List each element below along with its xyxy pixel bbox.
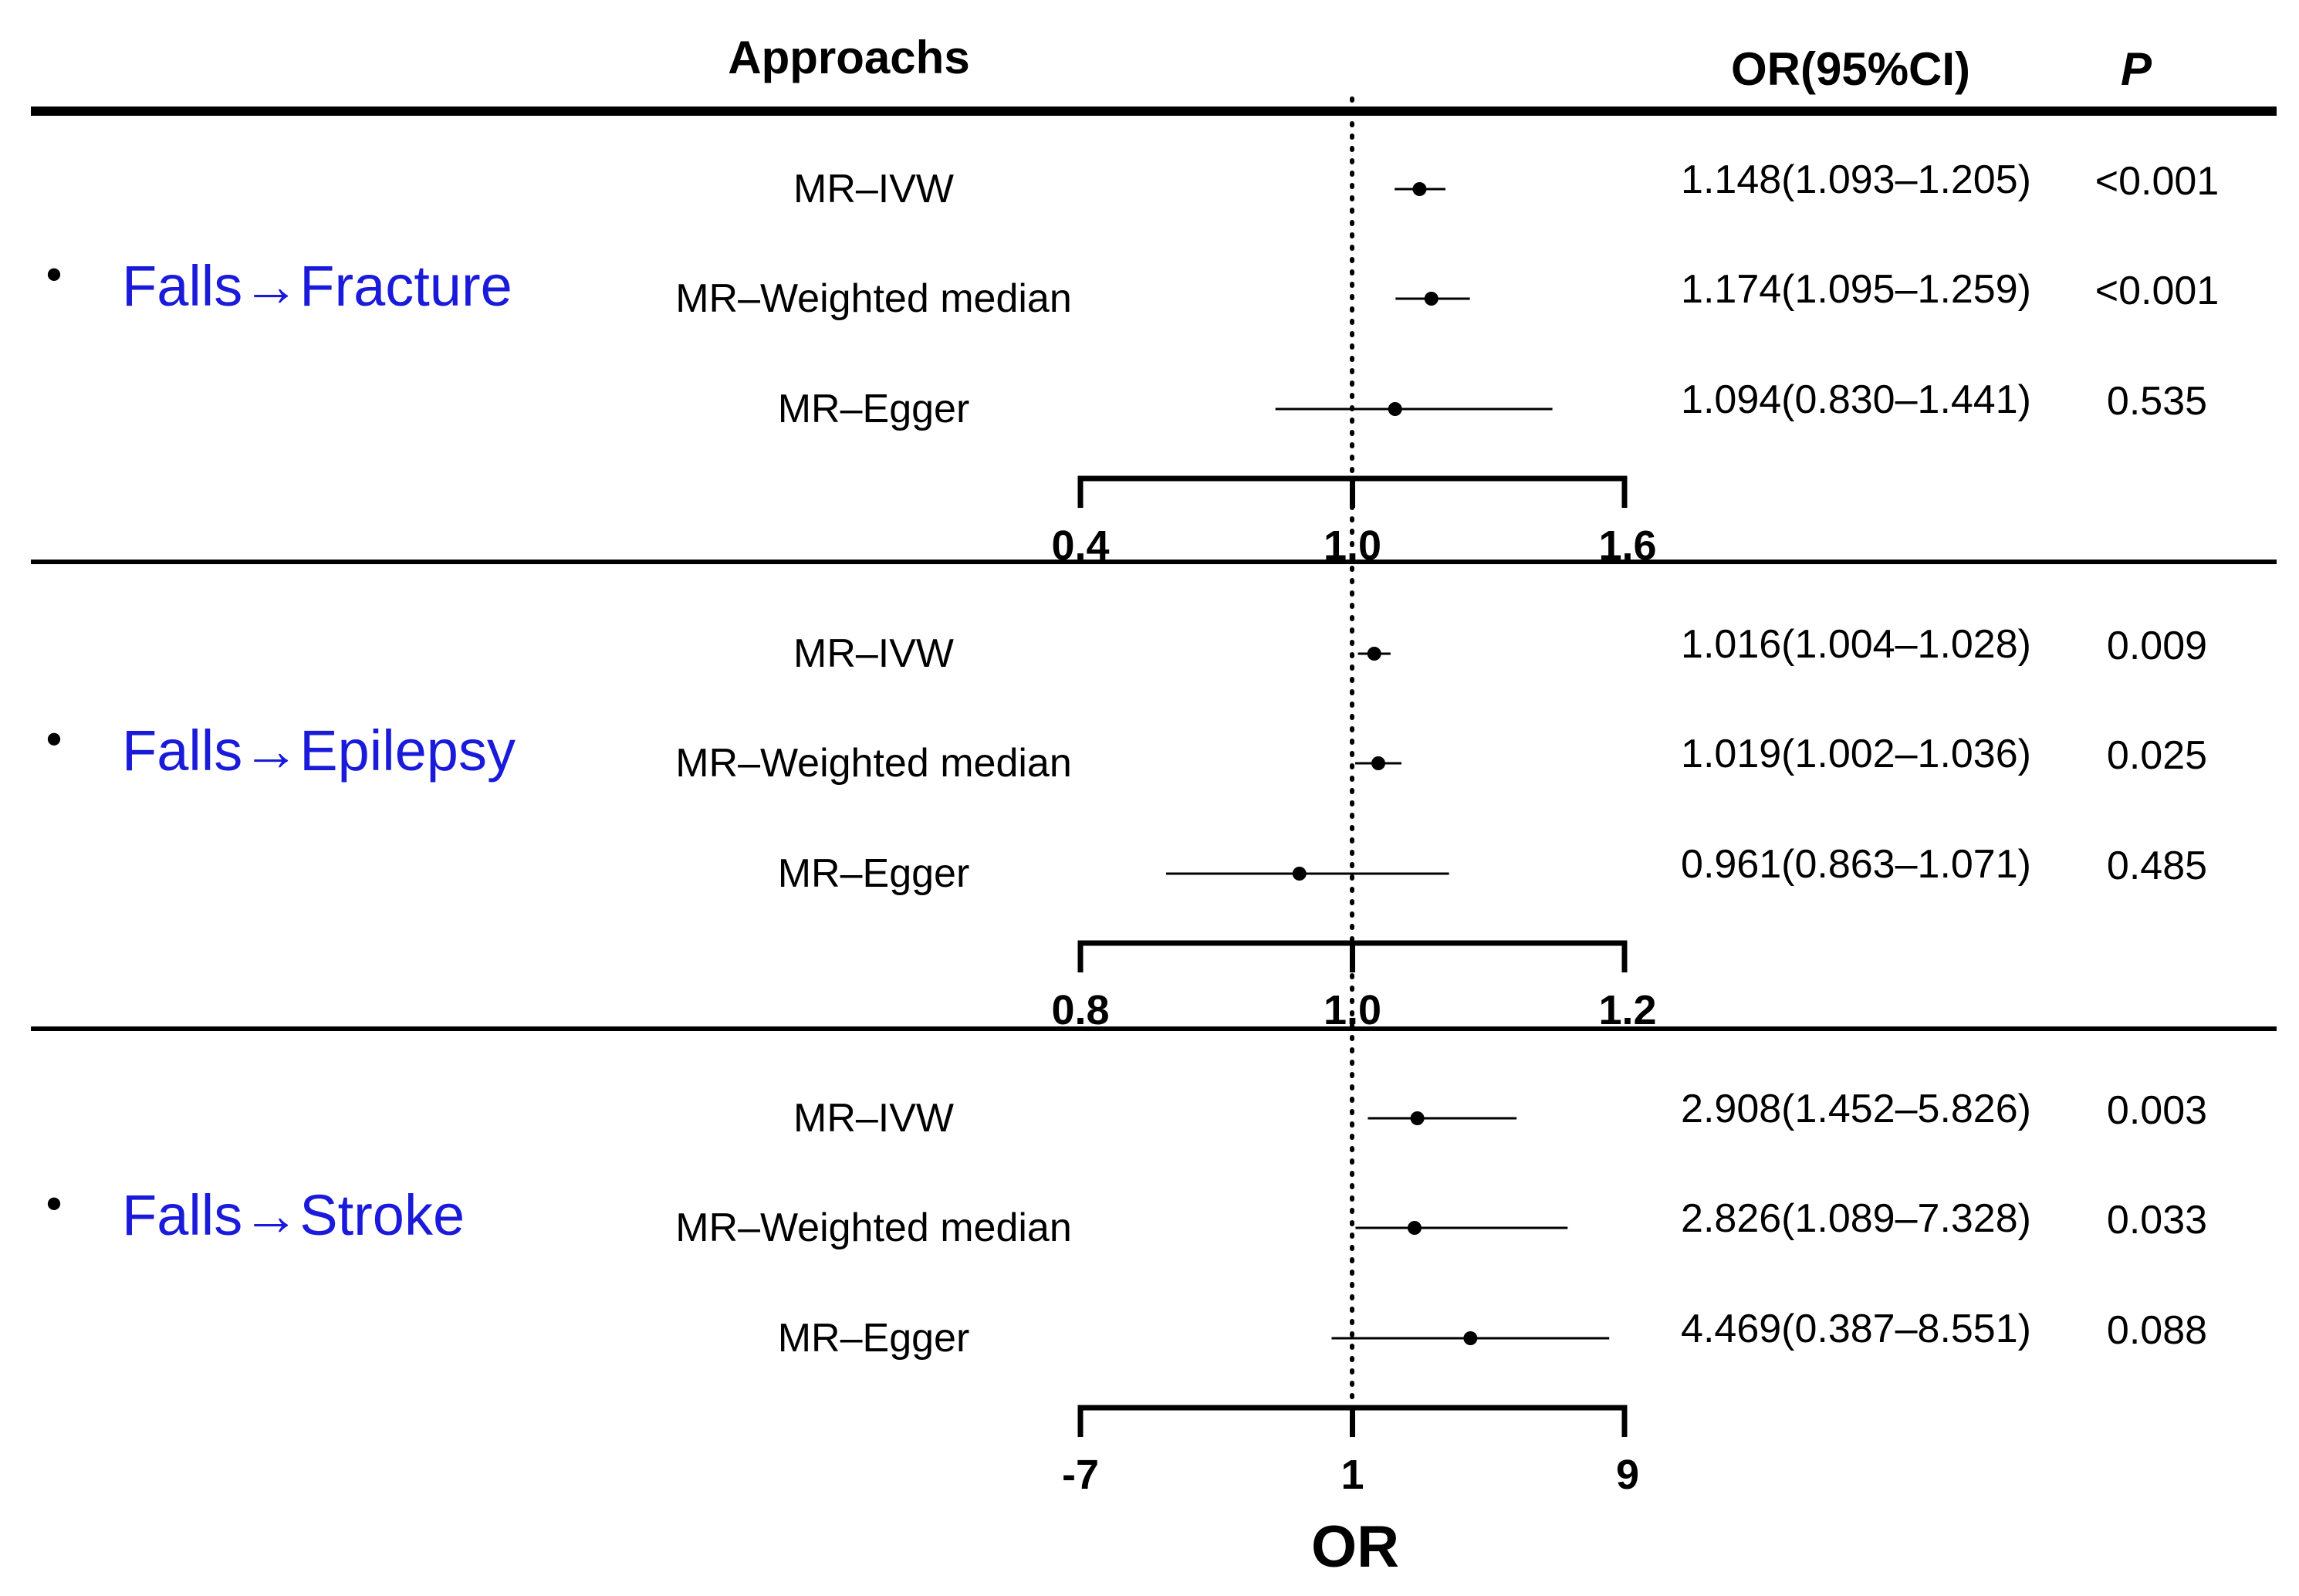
point-estimate — [1463, 1331, 1478, 1345]
method-label: MR–IVW — [793, 1096, 954, 1141]
tick-label: 1.0 — [1324, 987, 1381, 1033]
header-p: P — [2121, 43, 2152, 95]
p-value: 0.088 — [2107, 1308, 2207, 1353]
method-label: MR–Egger — [778, 387, 970, 431]
or-ci-value: 1.094(0.830–1.441) — [1681, 377, 2031, 422]
bullet: • — [46, 1178, 62, 1229]
group-label: Falls→Epilepsy — [122, 719, 516, 783]
tick-label: 9 — [1616, 1452, 1639, 1498]
point-estimate — [1388, 402, 1402, 416]
point-estimate — [1412, 182, 1427, 196]
bullet: • — [46, 713, 62, 765]
or-ci-value: 2.826(1.089–7.328) — [1681, 1196, 2031, 1241]
method-label: MR–Weighted median — [675, 741, 1072, 786]
group-1: • Falls→Fracture MR–IVW 1.148(1.093–1.205) <… — [46, 157, 2219, 569]
tick-label: 1.6 — [1598, 522, 1656, 569]
method-label: MR–IVW — [793, 631, 954, 676]
group-label: Falls→Fracture — [122, 254, 512, 318]
method-label: MR–Egger — [778, 1316, 970, 1361]
point-estimate — [1371, 756, 1385, 770]
method-label: MR–Weighted median — [675, 276, 1072, 321]
method-label: MR–IVW — [793, 167, 954, 211]
method-label: MR–Weighted median — [675, 1205, 1072, 1250]
or-ci-value: 0.961(0.863–1.071) — [1681, 842, 2031, 887]
p-value: 0.009 — [2107, 624, 2207, 668]
tick-label: 1.2 — [1598, 987, 1656, 1033]
p-value: 0.025 — [2107, 733, 2207, 778]
tick-label: 1 — [1341, 1452, 1364, 1498]
point-estimate — [1407, 1221, 1422, 1235]
header-or-ci: OR(95%CI) — [1731, 43, 1970, 95]
or-ci-value: 1.174(1.095–1.259) — [1681, 267, 2031, 312]
p-value: 0.535 — [2107, 379, 2207, 424]
x-axis-label: OR — [1311, 1514, 1399, 1580]
or-ci-value: 4.469(0.387–8.551) — [1681, 1307, 2031, 1351]
group-3: • Falls→Stroke MR–IVW 2.908(1.452–5.826) 0.0… — [46, 1087, 2207, 1498]
point-estimate — [1367, 647, 1381, 661]
or-ci-value: 1.019(1.002–1.036) — [1681, 732, 2031, 776]
header-approaches: Approachs — [728, 32, 969, 83]
p-value: 0.485 — [2107, 844, 2207, 888]
group-2: • Falls→Epilepsy MR–IVW 1.016(1.004–1.028) 0… — [46, 622, 2207, 1033]
or-ci-value: 2.908(1.452–5.826) — [1681, 1087, 2031, 1131]
p-value: <0.001 — [2095, 159, 2220, 204]
or-ci-value: 1.016(1.004–1.028) — [1681, 622, 2031, 667]
bullet: • — [46, 249, 62, 300]
or-ci-value: 1.148(1.093–1.205) — [1681, 157, 2031, 202]
point-estimate — [1292, 867, 1307, 881]
method-label: MR–Egger — [778, 851, 970, 896]
tick-label: -7 — [1062, 1452, 1099, 1498]
tick-label: 0.4 — [1051, 522, 1109, 569]
p-value: 0.003 — [2107, 1088, 2207, 1133]
group-label: Falls→Stroke — [122, 1183, 465, 1247]
point-estimate — [1424, 292, 1439, 306]
tick-label: 0.8 — [1051, 987, 1109, 1033]
p-value: <0.001 — [2095, 269, 2220, 313]
point-estimate — [1410, 1111, 1425, 1125]
tick-label: 1.0 — [1324, 522, 1381, 569]
p-value: 0.033 — [2107, 1198, 2207, 1243]
